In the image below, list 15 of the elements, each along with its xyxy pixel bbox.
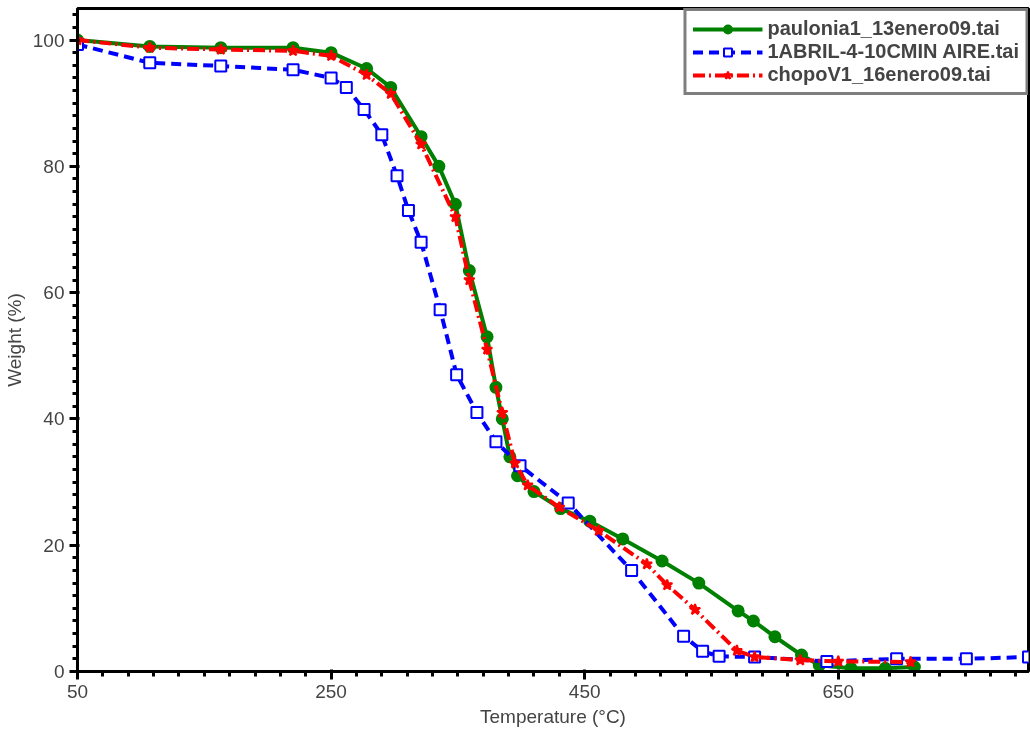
y-tick-label: 80 [43,155,65,177]
x-tick-label: 250 [315,680,347,702]
y-tick-label: 40 [43,408,65,430]
legend-label: paulonia1_13enero09.tai [767,17,1000,40]
x-tick-label: 50 [66,680,89,702]
y-tick-label: 0 [53,661,65,682]
y-tick-label: 20 [43,534,65,556]
y-axis-title: Weight (%) [3,293,25,387]
legend-label: 1ABRIL-4-10CMIN AIRE.tai [767,40,1019,63]
y-tick-label: 100 [32,29,65,51]
x-axis-title: Temperature (°C) [480,705,626,727]
legend-label: chopoV1_16enero09.tai [767,63,991,86]
x-tick-label: 450 [568,680,601,702]
x-tick-label: 650 [822,680,855,702]
y-tick-label: 60 [43,282,65,304]
